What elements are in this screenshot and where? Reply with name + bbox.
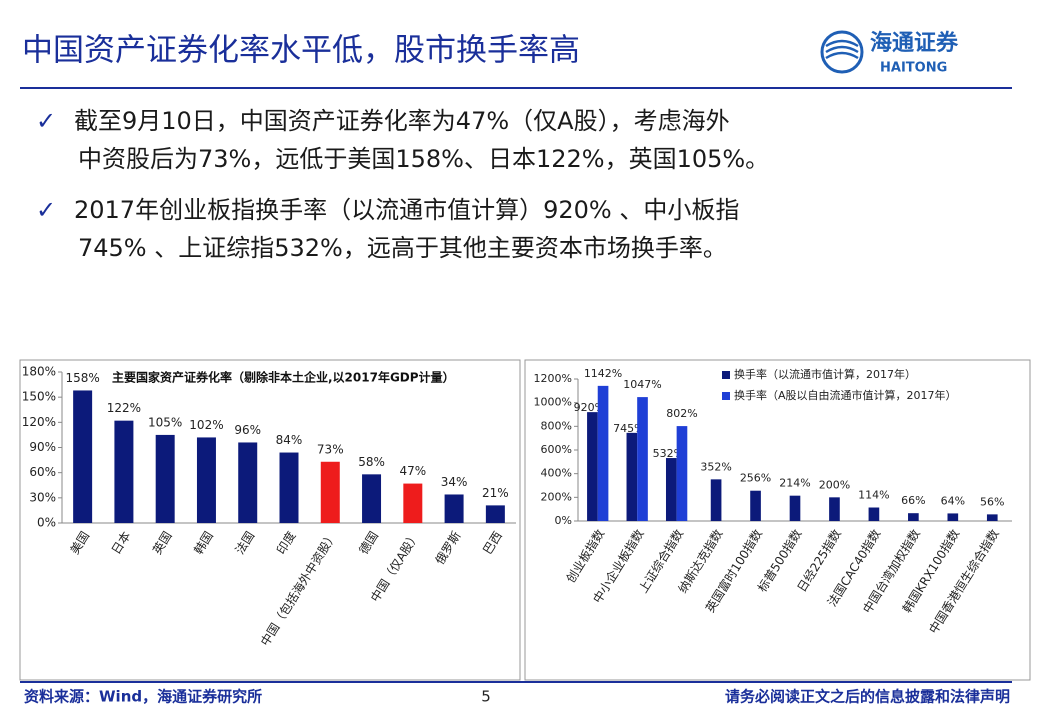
data-label: 73%: [317, 442, 344, 456]
bar: [403, 483, 423, 523]
y-tick-label: 30%: [29, 490, 56, 504]
data-label: 920%: [574, 401, 605, 414]
data-label: 214%: [779, 477, 810, 490]
bar: [73, 390, 93, 523]
data-label: 34%: [441, 475, 468, 489]
x-tick-label: 美国: [68, 529, 93, 557]
y-tick-label: 1200%: [534, 372, 572, 385]
data-label: 802%: [666, 407, 697, 420]
data-label: 122%: [107, 401, 141, 415]
y-tick-label: 60%: [29, 465, 56, 479]
check: ✓: [36, 107, 56, 135]
y-tick-label: 90%: [29, 440, 56, 454]
bar: [485, 505, 505, 523]
y-tick-label: 800%: [541, 419, 572, 432]
bar: [238, 442, 258, 523]
y-tick-label: 600%: [541, 443, 572, 456]
data-label: 84%: [276, 433, 303, 447]
bar: [597, 385, 609, 521]
y-tick-label: 180%: [22, 365, 56, 379]
data-label: 158%: [65, 371, 99, 385]
y-tick-label: 0%: [37, 516, 56, 530]
bar: [710, 479, 722, 521]
slide-title: 中国资产证券化率水平低，股市换手率高: [22, 33, 580, 69]
data-label: 56%: [980, 495, 1004, 508]
bar: [986, 514, 998, 521]
bar: [320, 461, 340, 523]
data-label: 96%: [234, 423, 261, 437]
bullet-line: 截至9月10日，中国资产证券化率为47%（仅A股），考虑海外: [74, 107, 730, 135]
data-label: 532%: [653, 447, 684, 460]
bar: [665, 458, 677, 521]
page-number: 5: [481, 688, 491, 706]
chart-frame: [19, 359, 521, 681]
data-label: 105%: [148, 415, 182, 429]
x-tick-label: 俄罗斯: [433, 529, 464, 567]
x-tick-label: 英国: [150, 529, 175, 557]
x-tick-label: 巴西: [480, 529, 505, 557]
bar: [676, 426, 688, 521]
data-label: 1142%: [584, 367, 622, 380]
x-tick-label: 中国香港恒生综合指数: [925, 526, 1001, 636]
data-label: 102%: [189, 418, 223, 432]
bar: [362, 474, 382, 523]
logo-en: HAITONG: [880, 61, 947, 76]
y-tick-label: 1000%: [534, 396, 572, 409]
chart-frame: [524, 359, 1031, 681]
logo: 海通证券 HAITONG: [820, 30, 959, 76]
chart-title: 主要国家资产证券化率（剔除非本土企业,以2017年GDP计量）: [112, 370, 455, 385]
bullet-line: 中资股后为73%，远低于美国158%、日本122%，英国105%。: [78, 145, 769, 173]
data-label: 47%: [399, 464, 426, 478]
data-label: 200%: [819, 478, 850, 491]
data-label: 256%: [740, 472, 771, 485]
bar: [829, 497, 840, 521]
x-tick-label: 法国: [233, 529, 258, 557]
y-tick-label: 150%: [22, 390, 56, 404]
bar: [114, 420, 134, 523]
bullet-line: 745% 、上证综指532%，远高于其他主要资本市场换手率。: [78, 234, 727, 262]
check: ✓: [36, 196, 56, 224]
y-tick-label: 120%: [22, 415, 56, 429]
x-tick-label: 中国（包括海外中资股）: [257, 528, 340, 648]
legend-label: 换手率（以流通市值计算，2017年）: [734, 367, 916, 381]
data-label: 352%: [700, 460, 731, 473]
bar: [279, 452, 299, 523]
data-label: 745%: [613, 422, 644, 435]
bar: [947, 513, 959, 521]
legend-swatch: [722, 371, 730, 379]
data-label: 64%: [941, 494, 965, 507]
bar: [789, 495, 801, 521]
data-label: 58%: [358, 455, 385, 469]
logo-waves: [825, 39, 859, 60]
bar: [587, 412, 598, 521]
x-tick-label: 创业板指数: [563, 526, 608, 585]
x-tick-label: 韩国: [191, 528, 216, 556]
bar: [868, 507, 880, 521]
x-tick-label: 日本: [109, 529, 134, 557]
bar: [750, 490, 761, 521]
bullet-line: 2017年创业板指换手率（以流通市值计算）920% 、中小板指: [74, 196, 739, 224]
y-tick-label: 200%: [541, 490, 572, 503]
bar: [908, 513, 919, 521]
x-tick-label: 德国: [356, 528, 381, 556]
x-tick-label: 印度: [273, 528, 298, 556]
bar: [196, 437, 216, 523]
bar: [626, 432, 638, 521]
data-label: 21%: [482, 486, 509, 500]
bar: [637, 397, 648, 521]
bar: [444, 494, 464, 523]
data-label: 114%: [858, 489, 889, 502]
logo-icon: [820, 30, 864, 74]
logo-cn: 海通证券: [870, 30, 959, 56]
footer-disclaimer: 请务必阅读正文之后的信息披露和法律声明: [725, 688, 1010, 706]
legend-label: 换手率（A股以自由流通市值计算，2017年）: [734, 388, 957, 402]
legend-swatch: [722, 392, 730, 400]
footer-source: 资料来源：Wind，海通证券研究所: [24, 688, 262, 706]
y-tick-label: 0%: [555, 514, 572, 527]
data-label: 66%: [901, 494, 925, 507]
bar: [155, 434, 175, 523]
data-label: 1047%: [623, 378, 661, 391]
y-tick-label: 400%: [541, 467, 572, 480]
